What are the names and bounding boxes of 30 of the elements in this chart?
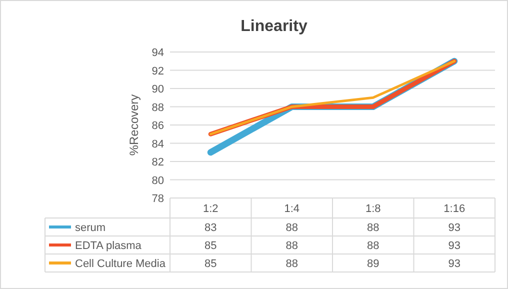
data-label: 93 — [448, 222, 460, 234]
legend-label: Cell Culture Media — [75, 258, 166, 270]
data-label: 88 — [286, 258, 298, 270]
x-tick-label: 1:2 — [202, 203, 218, 215]
data-label: 88 — [367, 222, 380, 234]
x-tick-label: 1:4 — [284, 203, 300, 215]
data-label: 88 — [286, 222, 298, 234]
y-tick-label: 78 — [152, 193, 164, 205]
y-tick-label: 82 — [152, 156, 164, 168]
y-tick-label: 90 — [152, 84, 164, 96]
data-label: 93 — [448, 240, 460, 252]
data-label: 88 — [367, 240, 380, 252]
y-axis-title: %Recovery — [127, 94, 141, 156]
y-tick-label: 92 — [152, 65, 164, 78]
y-tick-label: 94 — [152, 47, 164, 59]
x-tick-label: 1:16 — [444, 203, 466, 215]
data-label: 83 — [204, 222, 217, 234]
data-label: 89 — [367, 258, 380, 270]
data-label: 88 — [286, 240, 298, 252]
y-tick-label: 84 — [152, 138, 164, 150]
y-tick-label: 80 — [152, 174, 164, 187]
legend-label: serum — [75, 222, 106, 234]
data-label: 85 — [204, 258, 217, 270]
data-label: 85 — [204, 240, 217, 252]
x-tick-label: 1:8 — [365, 203, 381, 215]
y-tick-label: 86 — [152, 120, 164, 132]
data-label: 93 — [448, 258, 460, 270]
chart-title: Linearity — [240, 18, 308, 35]
y-tick-label: 88 — [152, 102, 164, 114]
legend-label: EDTA plasma — [75, 240, 142, 252]
